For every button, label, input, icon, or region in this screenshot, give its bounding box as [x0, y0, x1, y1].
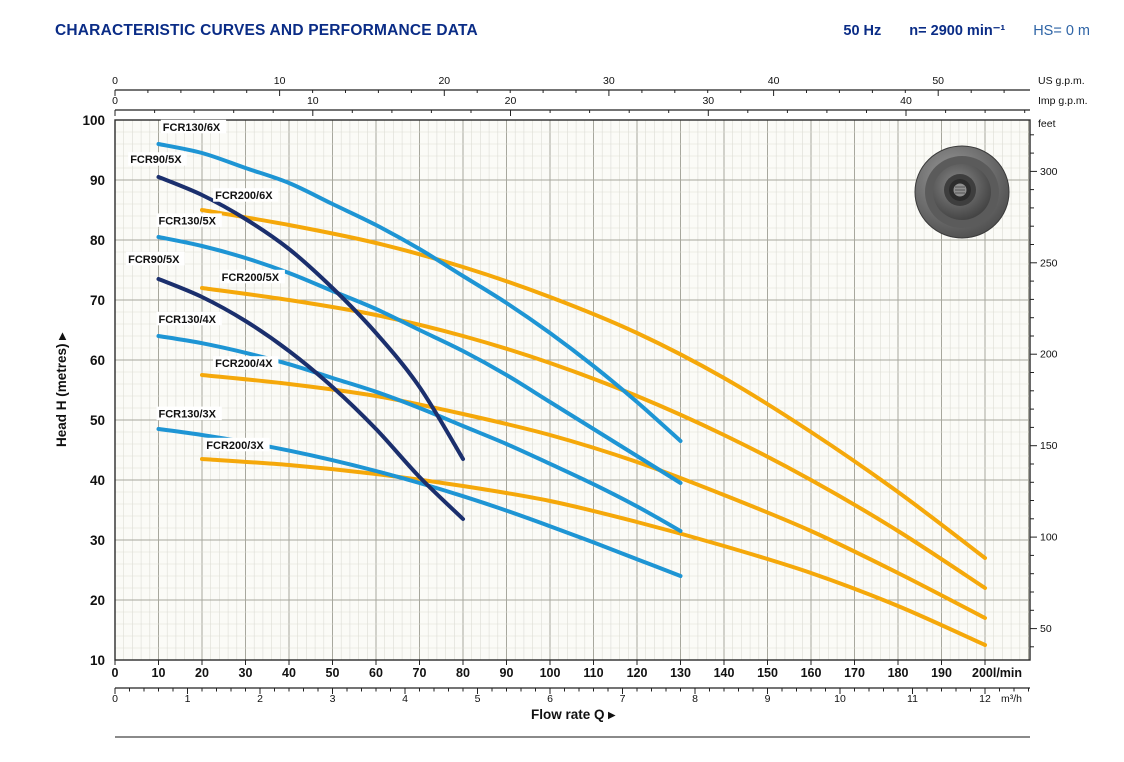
svg-text:200l/min: 200l/min: [972, 666, 1022, 680]
svg-text:50: 50: [326, 666, 340, 680]
svg-text:7: 7: [620, 693, 626, 705]
svg-text:80: 80: [90, 233, 105, 248]
svg-text:10: 10: [152, 666, 166, 680]
svg-text:40: 40: [90, 473, 105, 488]
svg-text:150: 150: [1040, 440, 1058, 452]
suction-head-label: HS= 0 m: [1033, 23, 1090, 39]
svg-text:60: 60: [90, 353, 105, 368]
svg-text:160: 160: [801, 666, 822, 680]
svg-text:20: 20: [90, 593, 105, 608]
svg-text:60: 60: [369, 666, 383, 680]
svg-text:70: 70: [413, 666, 427, 680]
svg-text:40: 40: [282, 666, 296, 680]
svg-text:180: 180: [888, 666, 909, 680]
svg-text:Head H (metres) ▸: Head H (metres) ▸: [54, 332, 69, 447]
impeller-image: [914, 145, 1010, 239]
svg-text:0: 0: [112, 693, 118, 705]
svg-text:US g.p.m.: US g.p.m.: [1038, 75, 1085, 87]
svg-text:100: 100: [1040, 532, 1058, 544]
svg-text:FCR200/4X: FCR200/4X: [215, 358, 273, 370]
svg-text:m³/h: m³/h: [1001, 693, 1022, 705]
frequency-label: 50 Hz: [843, 23, 882, 39]
svg-text:FCR130/3X: FCR130/3X: [159, 409, 217, 421]
svg-text:30: 30: [90, 533, 105, 548]
svg-text:80: 80: [456, 666, 470, 680]
svg-text:FCR130/4X: FCR130/4X: [159, 314, 217, 326]
svg-text:0: 0: [112, 75, 118, 87]
svg-text:170: 170: [844, 666, 865, 680]
svg-text:20: 20: [505, 95, 517, 107]
svg-text:0: 0: [112, 666, 119, 680]
operating-conditions: 50 Hz n= 2900 min⁻¹ HS= 0 m: [843, 23, 1090, 39]
svg-text:8: 8: [692, 693, 698, 705]
svg-text:100: 100: [82, 113, 105, 128]
svg-text:FCR200/5X: FCR200/5X: [222, 272, 280, 284]
svg-text:30: 30: [702, 95, 714, 107]
svg-text:130: 130: [670, 666, 691, 680]
svg-text:4: 4: [402, 693, 408, 705]
svg-text:10: 10: [90, 653, 105, 668]
svg-text:20: 20: [195, 666, 209, 680]
svg-text:30: 30: [239, 666, 253, 680]
svg-text:FCR130/5X: FCR130/5X: [159, 215, 217, 227]
svg-text:0: 0: [112, 95, 118, 107]
svg-text:190: 190: [931, 666, 952, 680]
svg-text:5: 5: [475, 693, 481, 705]
svg-text:11: 11: [907, 693, 918, 705]
svg-text:3: 3: [330, 693, 336, 705]
svg-text:200: 200: [1040, 349, 1058, 361]
svg-text:140: 140: [714, 666, 735, 680]
svg-text:6: 6: [547, 693, 553, 705]
svg-text:FCR90/5X: FCR90/5X: [128, 254, 180, 266]
svg-text:30: 30: [603, 75, 615, 87]
svg-text:FCR130/6X: FCR130/6X: [163, 122, 221, 134]
svg-text:10: 10: [274, 75, 286, 87]
svg-text:50: 50: [90, 413, 105, 428]
svg-text:12: 12: [979, 693, 991, 705]
svg-text:feet: feet: [1038, 118, 1056, 130]
svg-text:110: 110: [583, 666, 603, 680]
svg-text:250: 250: [1040, 257, 1058, 269]
svg-text:150: 150: [757, 666, 778, 680]
speed-label: n= 2900 min⁻¹: [909, 23, 1006, 39]
svg-text:100: 100: [540, 666, 561, 680]
svg-text:10: 10: [307, 95, 319, 107]
svg-text:300: 300: [1040, 166, 1058, 178]
svg-text:20: 20: [438, 75, 450, 87]
svg-text:40: 40: [768, 75, 780, 87]
svg-text:9: 9: [765, 693, 771, 705]
svg-text:10: 10: [834, 693, 846, 705]
svg-text:1: 1: [185, 693, 191, 705]
svg-text:FCR200/6X: FCR200/6X: [215, 190, 273, 202]
svg-text:90: 90: [500, 666, 514, 680]
svg-text:FCR200/3X: FCR200/3X: [206, 440, 264, 452]
svg-text:90: 90: [90, 173, 105, 188]
svg-text:50: 50: [1040, 623, 1052, 635]
svg-text:Flow rate Q ▸: Flow rate Q ▸: [531, 707, 616, 722]
svg-text:FCR90/5X: FCR90/5X: [130, 154, 182, 166]
svg-text:70: 70: [90, 293, 105, 308]
header: CHARACTERISTIC CURVES AND PERFORMANCE DA…: [55, 22, 1090, 40]
svg-text:2: 2: [257, 693, 263, 705]
page-title: CHARACTERISTIC CURVES AND PERFORMANCE DA…: [55, 22, 478, 39]
svg-text:Imp g.p.m.: Imp g.p.m.: [1038, 95, 1088, 107]
svg-text:40: 40: [900, 95, 912, 107]
svg-text:50: 50: [932, 75, 944, 87]
svg-text:120: 120: [627, 666, 648, 680]
